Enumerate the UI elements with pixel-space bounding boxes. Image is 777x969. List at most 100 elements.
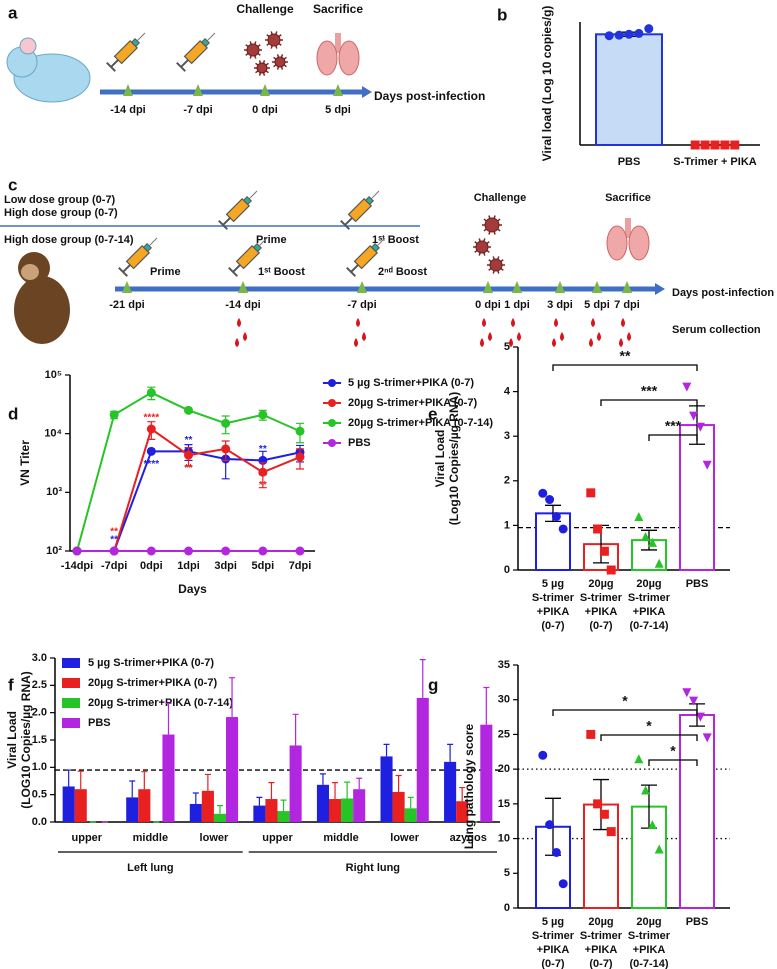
- group-label: Low dose group (0-7): [4, 194, 116, 206]
- y-axis-label: Viral load (Log 10 copies/g): [540, 6, 554, 162]
- x-tick-label: lower: [390, 832, 419, 844]
- legend-swatch: [62, 698, 80, 708]
- data-point: [545, 495, 555, 505]
- significance-label: *: [670, 743, 676, 759]
- timeline-event: Challenge: [236, 2, 294, 16]
- x-tick-label-line: PBS: [686, 916, 709, 928]
- data-point: [702, 733, 712, 743]
- syringe-tip: [200, 37, 211, 48]
- virus-icon: [484, 217, 500, 233]
- error-bar: [65, 769, 72, 787]
- syringe-icon: [346, 237, 386, 277]
- data-point: [634, 754, 644, 764]
- blood-drop: [627, 332, 631, 341]
- blood-drop: [619, 338, 623, 347]
- y-tick-label: 10⁴: [44, 428, 62, 440]
- data-point: [109, 546, 119, 556]
- error-bar: [77, 770, 84, 790]
- legend-label: PBS: [348, 437, 371, 449]
- x-tick-label-line: +PIKA: [633, 606, 666, 618]
- y-tick-label: 3: [504, 430, 510, 442]
- syringe-handle: [118, 267, 128, 277]
- x-tick-label: 20µg S-trimer +PIKA (0-7-14): [628, 578, 671, 632]
- bar: [162, 734, 175, 822]
- syringe-plunger: [344, 217, 353, 226]
- monkey-icon: [14, 276, 70, 344]
- y-axis-label-line: Viral Load: [5, 711, 19, 769]
- error-bar: [256, 796, 263, 806]
- bar: [416, 697, 429, 822]
- x-tick-label: middle: [133, 832, 168, 844]
- bar: [213, 813, 227, 822]
- x-tick-label-line: S-trimer: [532, 592, 575, 604]
- timeline-axis-label: Days post-infection: [374, 89, 485, 103]
- group-label: High dose group (0-7-14): [4, 234, 134, 246]
- virus-icon: [475, 240, 489, 254]
- data-point: [146, 546, 156, 556]
- bar: [62, 786, 75, 822]
- error-bar: [165, 702, 172, 735]
- y-tick-label: 10²: [46, 545, 62, 557]
- group-label: Right lung: [346, 862, 400, 874]
- timeline-tick-label: 5 dpi: [325, 104, 351, 116]
- blood-drop: [621, 318, 625, 327]
- data-point: [593, 799, 603, 809]
- y-tick-label: 35: [498, 659, 510, 671]
- bar: [341, 798, 354, 822]
- syringe-tip: [364, 195, 375, 206]
- blood-drop: [356, 318, 360, 327]
- x-tick-label: lower: [200, 832, 229, 844]
- significance-bracket: [552, 364, 698, 371]
- significance-label: ****: [144, 413, 160, 424]
- blood-drop: [480, 338, 484, 347]
- error-bar: [407, 796, 414, 809]
- y-tick-label: 2.0: [32, 707, 47, 719]
- panel-letter: b: [497, 5, 507, 24]
- legend-label: 5 µg S-trimer+PIKA (0-7): [348, 377, 474, 389]
- bar: [201, 790, 214, 822]
- data-point: [545, 820, 555, 830]
- dose-label: 2ⁿᵈ Boost: [378, 266, 427, 278]
- data-point: [695, 422, 705, 432]
- data-point: [641, 532, 651, 542]
- virus-icon: [274, 56, 286, 68]
- data-point: [682, 688, 692, 698]
- syringe-icon: [118, 237, 158, 277]
- x-tick-label: PBS: [686, 578, 709, 590]
- data-point: [710, 140, 720, 150]
- data-point: [184, 405, 193, 415]
- legend-swatch: [62, 658, 80, 668]
- syringe-tip: [130, 37, 141, 48]
- x-tick-label-line: (0-7): [541, 958, 565, 969]
- legend-label: 20µg S-trimer+PIKA (0-7-14): [348, 417, 493, 429]
- timeline-tick-label: 5 dpi: [584, 299, 610, 311]
- timeline-event: Challenge: [474, 192, 527, 204]
- y-tick-label: 5: [504, 867, 510, 879]
- syringe-handle: [228, 267, 238, 277]
- data-point: [654, 558, 664, 568]
- timeline-event: Sacrifice: [605, 192, 651, 204]
- lung-icon: [606, 225, 628, 261]
- data-point: [558, 524, 568, 534]
- timeline-tick-label: -14 dpi: [110, 104, 145, 116]
- blood-drop: [552, 338, 556, 347]
- y-axis-label-line: (Log10 Copies/µg RNA): [447, 392, 461, 526]
- panel-letter: g: [428, 675, 438, 694]
- data-point: [72, 546, 82, 556]
- mouse-ear: [19, 37, 37, 55]
- blood-drop: [517, 332, 521, 341]
- timeline-tick-label: -21 dpi: [109, 299, 144, 311]
- legend-marker: [328, 419, 336, 427]
- syringe-icon: [340, 190, 380, 230]
- data-point: [690, 140, 700, 150]
- significance-label: *: [622, 693, 628, 709]
- bar: [316, 784, 329, 822]
- y-tick-label: 1.0: [32, 761, 47, 773]
- timeline-event: Sacrifice: [313, 2, 363, 16]
- x-tick-label-line: (0-7): [541, 620, 565, 632]
- data-point: [593, 524, 603, 534]
- data-point: [551, 847, 561, 857]
- y-axis-label-line: Viral Load: [433, 430, 447, 488]
- timeline-marker: [123, 84, 133, 96]
- data-point: [221, 418, 231, 428]
